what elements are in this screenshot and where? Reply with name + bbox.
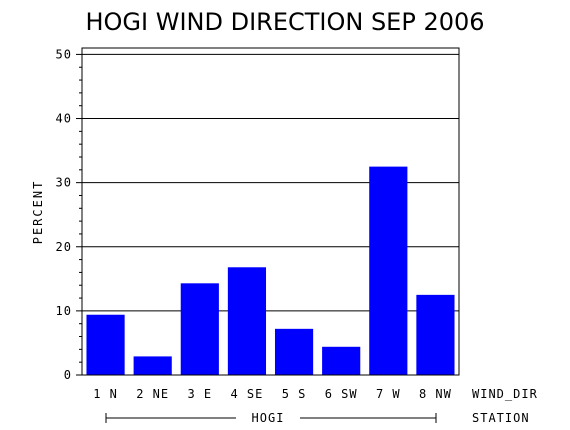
bars [86,166,455,375]
bar-4-se [227,267,267,375]
bar-3-e [180,283,219,375]
x-tick-label: 7 W [376,387,401,401]
y-axis-label: PERCENT [31,180,45,245]
x-tick-label: 1 N [93,387,118,401]
y-ticks [76,53,82,376]
group-bracket [105,413,437,423]
x-tick-label: 4 SE [230,387,263,401]
bar-2-ne [133,356,172,375]
x-tick-label: 2 NE [136,387,169,401]
bar-8-nw [416,294,455,375]
bar-7-w [369,166,408,375]
y-tick-label: 40 [56,112,72,126]
bar-5-s [274,328,314,375]
y-tick-label: 50 [56,47,72,61]
x-tick-labels: 1 N 2 NE 3 E 4 SE 5 S 6 SW 7 W 8 NW [93,387,452,401]
x-tick-label: 6 SW [325,387,358,401]
x-tick-label: 5 S [282,387,307,401]
y-tick-labels: 0 10 20 30 40 50 [56,47,72,382]
y-tick-label: 10 [56,304,72,318]
x-tick-label: 8 NW [419,387,452,401]
plot-frame [81,47,460,376]
y-tick-label: 30 [56,176,72,190]
y-minor-ticks [79,66,82,363]
x-tick-label: 3 E [187,387,212,401]
bar-6-sw [322,346,361,375]
group-label: HOGI [252,411,285,425]
x-axis-label: WIND_DIR [472,387,538,401]
group-axis-label: STATION [472,411,530,425]
y-tick-label: 20 [56,240,72,254]
chart-title: HOGI WIND DIRECTION SEP 2006 [85,8,484,36]
bar-1-n [86,314,125,375]
y-tick-label: 0 [64,368,72,382]
